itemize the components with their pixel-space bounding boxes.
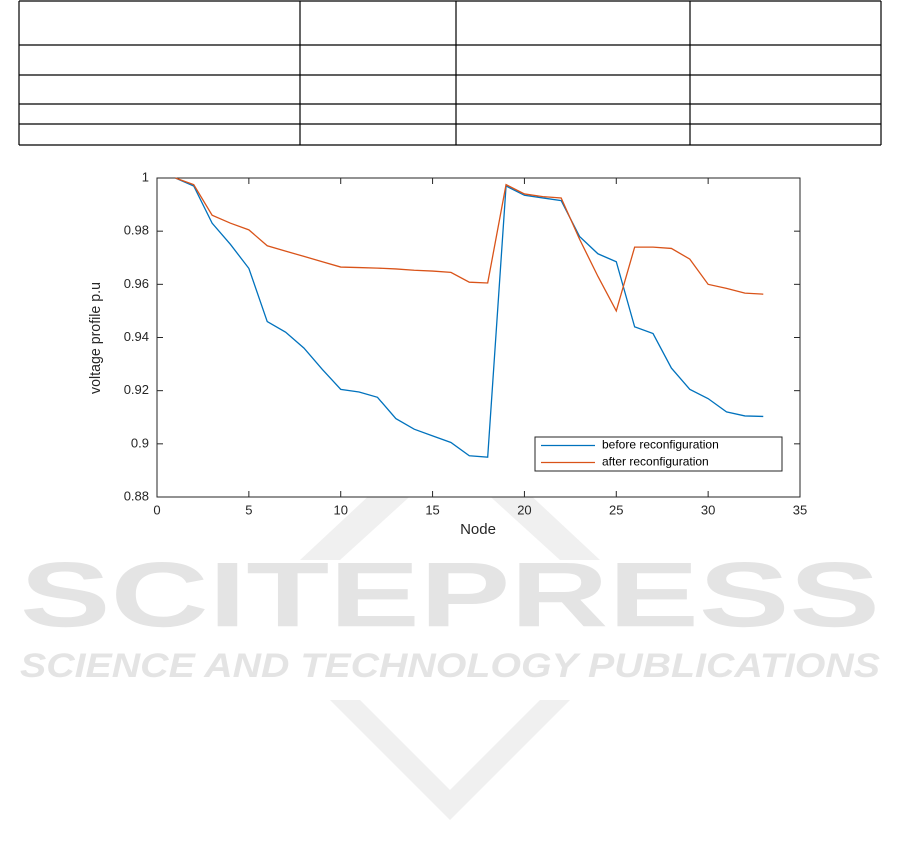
watermark-title: SCITEPRESS bbox=[20, 544, 880, 646]
series-line bbox=[175, 177, 764, 313]
y-tick-label: 1 bbox=[142, 169, 149, 184]
legend-label: before reconfiguration bbox=[602, 438, 719, 452]
x-tick-label: 15 bbox=[425, 502, 439, 517]
legend-box bbox=[534, 436, 783, 472]
y-tick-label: 0.92 bbox=[124, 382, 149, 397]
watermark-subtitle: SCIENCE AND TECHNOLOGY PUBLICATIONS bbox=[20, 647, 880, 685]
y-tick-label: 0.98 bbox=[124, 223, 149, 238]
x-tick-label: 30 bbox=[701, 502, 715, 517]
x-tick-label: 25 bbox=[609, 502, 623, 517]
watermark: SCITEPRESS SCIENCE AND TECHNOLOGY PUBLIC… bbox=[20, 420, 880, 820]
y-tick-label: 0.88 bbox=[124, 488, 149, 503]
x-tick-label: 0 bbox=[153, 502, 160, 517]
y-tick-label: 0.94 bbox=[124, 329, 149, 344]
y-tick-label: 0.96 bbox=[124, 276, 149, 291]
watermark-logo bbox=[330, 700, 570, 820]
watermark-logo bbox=[300, 420, 600, 560]
x-tick-label: 35 bbox=[793, 502, 807, 517]
y-axis-label: voltage profile p.u bbox=[87, 282, 104, 394]
series-line bbox=[175, 177, 764, 458]
table bbox=[18, 0, 882, 146]
legend-label: after reconfiguration bbox=[602, 455, 709, 469]
x-tick-label: 10 bbox=[333, 502, 347, 517]
x-tick-label: 20 bbox=[517, 502, 531, 517]
x-axis-label: Node bbox=[460, 521, 496, 538]
y-tick-label: 0.9 bbox=[131, 435, 149, 450]
x-tick-label: 5 bbox=[245, 502, 252, 517]
